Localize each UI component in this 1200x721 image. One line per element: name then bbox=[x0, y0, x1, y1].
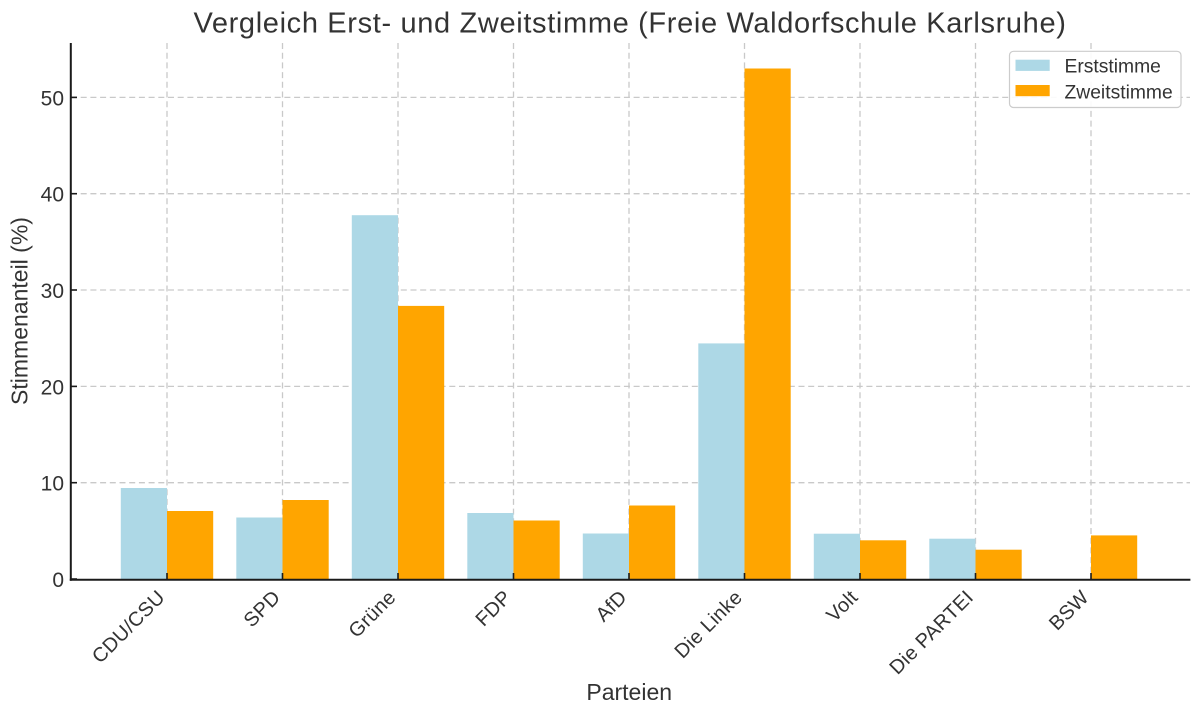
svg-text:Zweitstimme: Zweitstimme bbox=[1065, 83, 1173, 104]
svg-text:20: 20 bbox=[41, 376, 64, 399]
svg-text:Stimmenanteil (%): Stimmenanteil (%) bbox=[7, 217, 33, 405]
svg-text:30: 30 bbox=[41, 280, 64, 303]
svg-text:Vergleich Erst- und Zweitstimm: Vergleich Erst- und Zweitstimme (Freie W… bbox=[193, 7, 1066, 39]
svg-text:0: 0 bbox=[52, 569, 64, 592]
svg-text:10: 10 bbox=[41, 473, 64, 496]
svg-text:40: 40 bbox=[41, 184, 64, 207]
svg-text:50: 50 bbox=[41, 87, 64, 110]
svg-text:Erststimme: Erststimme bbox=[1065, 56, 1161, 77]
svg-text:Parteien: Parteien bbox=[586, 679, 672, 705]
